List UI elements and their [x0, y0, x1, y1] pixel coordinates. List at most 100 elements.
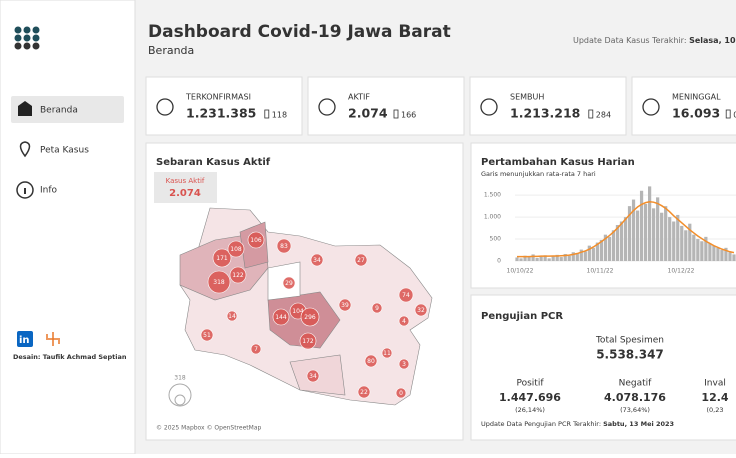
delta-icon	[393, 109, 399, 119]
chart-title: Pertambahan Kasus Harian	[481, 157, 635, 168]
bubble	[229, 266, 247, 284]
card-label: MENINGGAL	[672, 93, 721, 102]
bubble	[226, 310, 238, 322]
pcr-panel	[470, 294, 736, 441]
bubble-label: 108	[230, 246, 242, 253]
bubble-label: 80	[367, 358, 375, 365]
bubble-label: 51	[203, 332, 211, 339]
card-label: TERKONFIRMASI	[185, 93, 251, 102]
bubble-label: 144	[275, 314, 287, 321]
average-line	[517, 200, 735, 258]
bubble	[398, 287, 414, 303]
pcr-total-value: 5.538.347	[596, 348, 664, 362]
card-delta: 166	[401, 111, 416, 120]
bubble-label: 3	[402, 361, 406, 368]
bar	[676, 214, 680, 261]
bar	[660, 212, 664, 261]
bubble	[272, 308, 290, 326]
title: Dashboard Covid-19 Jawa Barat	[148, 22, 451, 42]
bar	[595, 242, 599, 261]
bar	[611, 230, 616, 261]
nav-active[interactable]	[11, 96, 124, 123]
bubble	[250, 343, 262, 355]
chart-subtitle: Garis menunjukkan rata-rata 7 hari	[481, 170, 596, 178]
bubble	[300, 307, 320, 327]
pcr-label: Inval	[704, 379, 726, 389]
bar	[607, 236, 612, 261]
bubble	[276, 238, 292, 254]
bar	[668, 217, 672, 261]
bubble	[414, 303, 428, 317]
bubble-label: 106	[250, 237, 262, 244]
y-tick-label: 1.500	[484, 192, 501, 199]
update-value: Selasa, 10 J	[689, 36, 736, 45]
bar	[672, 221, 676, 261]
bar	[531, 254, 535, 261]
bubble-label: 296	[304, 314, 316, 321]
card-value: 2.074	[348, 106, 388, 121]
card-label: AKTIF	[348, 93, 370, 102]
bubble-label: 74	[402, 292, 410, 299]
map-icon	[19, 141, 31, 158]
chart-panel	[470, 142, 736, 289]
card-value: 16.093	[672, 106, 720, 121]
bubble	[371, 302, 383, 314]
bar	[627, 206, 632, 261]
pcr-update: Update Data Pengujian PCR Terakhir: Sabt…	[481, 420, 674, 428]
credit: Desain: Taufik Achmad Septian	[13, 353, 127, 361]
y-tick-label: 0	[497, 258, 501, 265]
pcr-update-date: Sabtu, 13 Mei 2023	[603, 420, 674, 428]
bar	[515, 257, 519, 261]
card	[307, 76, 465, 136]
info-icon	[24, 188, 26, 194]
bubble-label: 104	[292, 308, 304, 315]
tooltip-label: Kasus Aktif	[166, 177, 205, 185]
legend-value: 318	[174, 375, 186, 382]
bubble-label: 29	[285, 280, 293, 287]
nav-item[interactable]: Peta Kasus	[40, 146, 89, 156]
nav-item[interactable]: Info	[40, 186, 58, 196]
tableau-icon[interactable]	[46, 332, 60, 346]
bar	[652, 208, 656, 261]
bar	[559, 257, 563, 261]
card-icon	[156, 98, 174, 116]
bar	[535, 257, 539, 261]
bubble-label: 83	[280, 243, 288, 250]
bubble-label: 22	[360, 389, 368, 396]
linkedin-glyph: in	[19, 335, 30, 346]
linkedin-icon[interactable]	[17, 331, 33, 347]
bubble	[306, 369, 320, 383]
card-delta: 118	[272, 111, 287, 120]
bubble-label: 171	[216, 255, 228, 262]
bar	[619, 221, 624, 261]
delta-icon	[264, 109, 270, 119]
bar	[692, 234, 696, 261]
y-tick-label: 1.000	[484, 214, 501, 221]
tooltip	[154, 172, 217, 203]
bar	[684, 230, 688, 261]
bar	[720, 250, 724, 261]
bar	[700, 241, 704, 261]
bar	[724, 247, 728, 261]
bar	[575, 253, 579, 261]
card-delta: 0	[733, 111, 736, 120]
info-icon	[16, 181, 34, 199]
bubble	[357, 385, 371, 399]
card-icon	[642, 98, 660, 116]
bar	[555, 254, 559, 261]
home-icon	[18, 101, 32, 116]
bubble-label: 0	[399, 390, 403, 397]
nav-item[interactable]: Beranda	[40, 106, 78, 116]
bubble-label: 14	[228, 313, 236, 320]
bubble	[207, 270, 231, 294]
bar	[656, 197, 660, 261]
pcr-update-label: Update Data Pengujian PCR Terakhir:	[481, 420, 601, 428]
bar	[688, 223, 692, 261]
pcr-total-label: Total Spesimen	[595, 336, 664, 346]
bubble	[354, 253, 368, 267]
bar	[591, 247, 595, 261]
bubble-label: 34	[309, 373, 317, 380]
bar	[527, 257, 531, 261]
card-value: 1.213.218	[510, 106, 580, 121]
